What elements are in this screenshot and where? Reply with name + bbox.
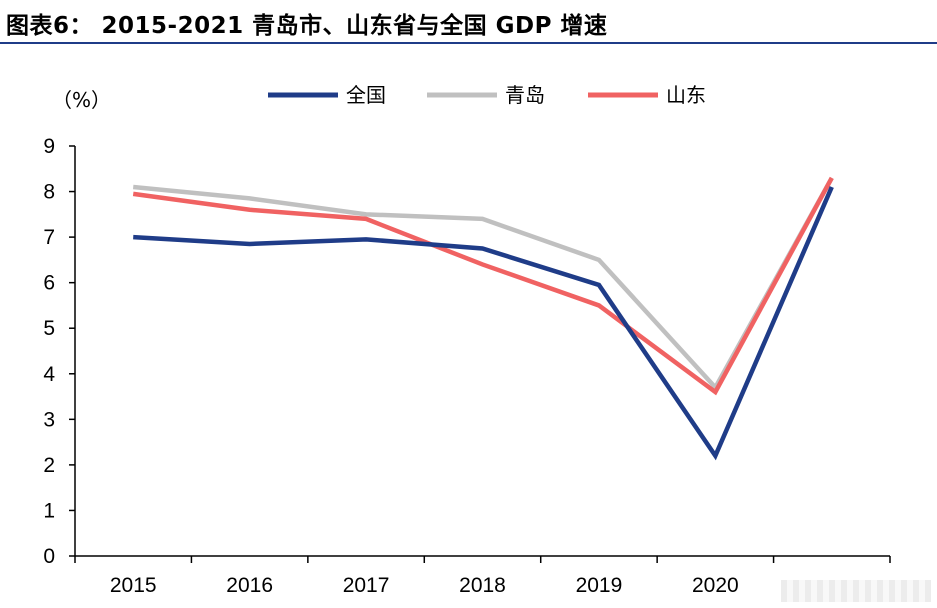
series-line-山东	[132, 176, 834, 396]
x-tick-label: 2015	[110, 574, 157, 597]
series-line-全国	[133, 186, 834, 461]
x-tick-label: 2017	[343, 574, 390, 597]
y-tick-label: 6	[43, 272, 55, 295]
chart-title: 图表6： 2015-2021 青岛市、山东省与全国 GDP 增速	[6, 13, 608, 39]
y-tick-label: 2	[43, 454, 55, 477]
y-tick-label: 9	[43, 135, 55, 158]
legend-label: 山东	[666, 83, 706, 107]
legend-label: 青岛	[505, 83, 545, 107]
y-tick-label: 4	[43, 363, 55, 386]
title-underline	[0, 42, 937, 44]
y-tick-label: 3	[43, 408, 55, 431]
x-tick-label: 2019	[576, 574, 623, 597]
y-tick-label: 7	[43, 226, 55, 249]
y-tick-label: 8	[43, 181, 55, 204]
legend-label: 全国	[346, 83, 386, 107]
y-axis-unit-label: （%）	[52, 88, 112, 112]
y-tick-label: 1	[43, 499, 55, 522]
y-tick-label: 0	[43, 545, 55, 568]
title-bar: 图表6： 2015-2021 青岛市、山东省与全国 GDP 增速	[0, 0, 937, 44]
x-tick-label: 2020	[692, 574, 739, 597]
y-tick-label: 5	[43, 317, 55, 340]
x-tick-label: 2016	[226, 574, 273, 597]
watermark	[781, 580, 931, 602]
x-tick-label: 2018	[459, 574, 506, 597]
